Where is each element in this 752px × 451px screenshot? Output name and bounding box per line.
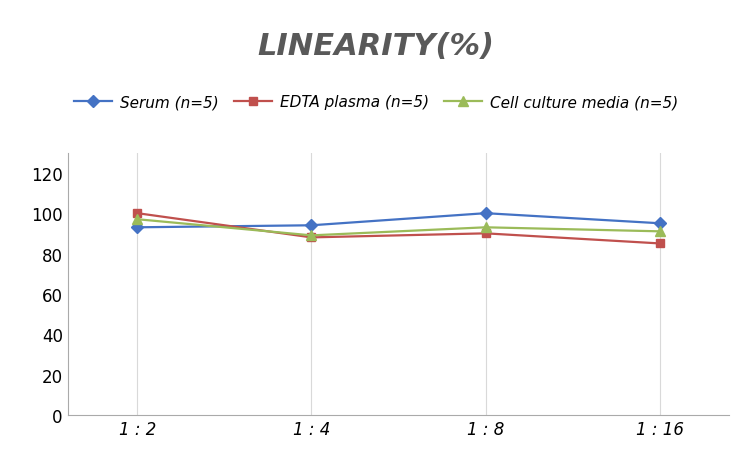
EDTA plasma (n=5) (481, 231, 490, 236)
Serum (n=5) (481, 211, 490, 216)
Serum (n=5) (307, 223, 316, 229)
EDTA plasma (n=5) (133, 211, 142, 216)
Line: Cell culture media (n=5): Cell culture media (n=5) (132, 215, 665, 241)
Serum (n=5) (133, 225, 142, 230)
Cell culture media (n=5) (655, 229, 664, 235)
Line: EDTA plasma (n=5): EDTA plasma (n=5) (133, 210, 664, 248)
EDTA plasma (n=5) (655, 241, 664, 247)
Legend: Serum (n=5), EDTA plasma (n=5), Cell culture media (n=5): Serum (n=5), EDTA plasma (n=5), Cell cul… (68, 89, 684, 116)
Text: LINEARITY(%): LINEARITY(%) (257, 32, 495, 60)
Serum (n=5) (655, 221, 664, 226)
Cell culture media (n=5) (307, 233, 316, 239)
Line: Serum (n=5): Serum (n=5) (133, 210, 664, 232)
Cell culture media (n=5) (133, 217, 142, 222)
EDTA plasma (n=5) (307, 235, 316, 240)
Cell culture media (n=5) (481, 225, 490, 230)
